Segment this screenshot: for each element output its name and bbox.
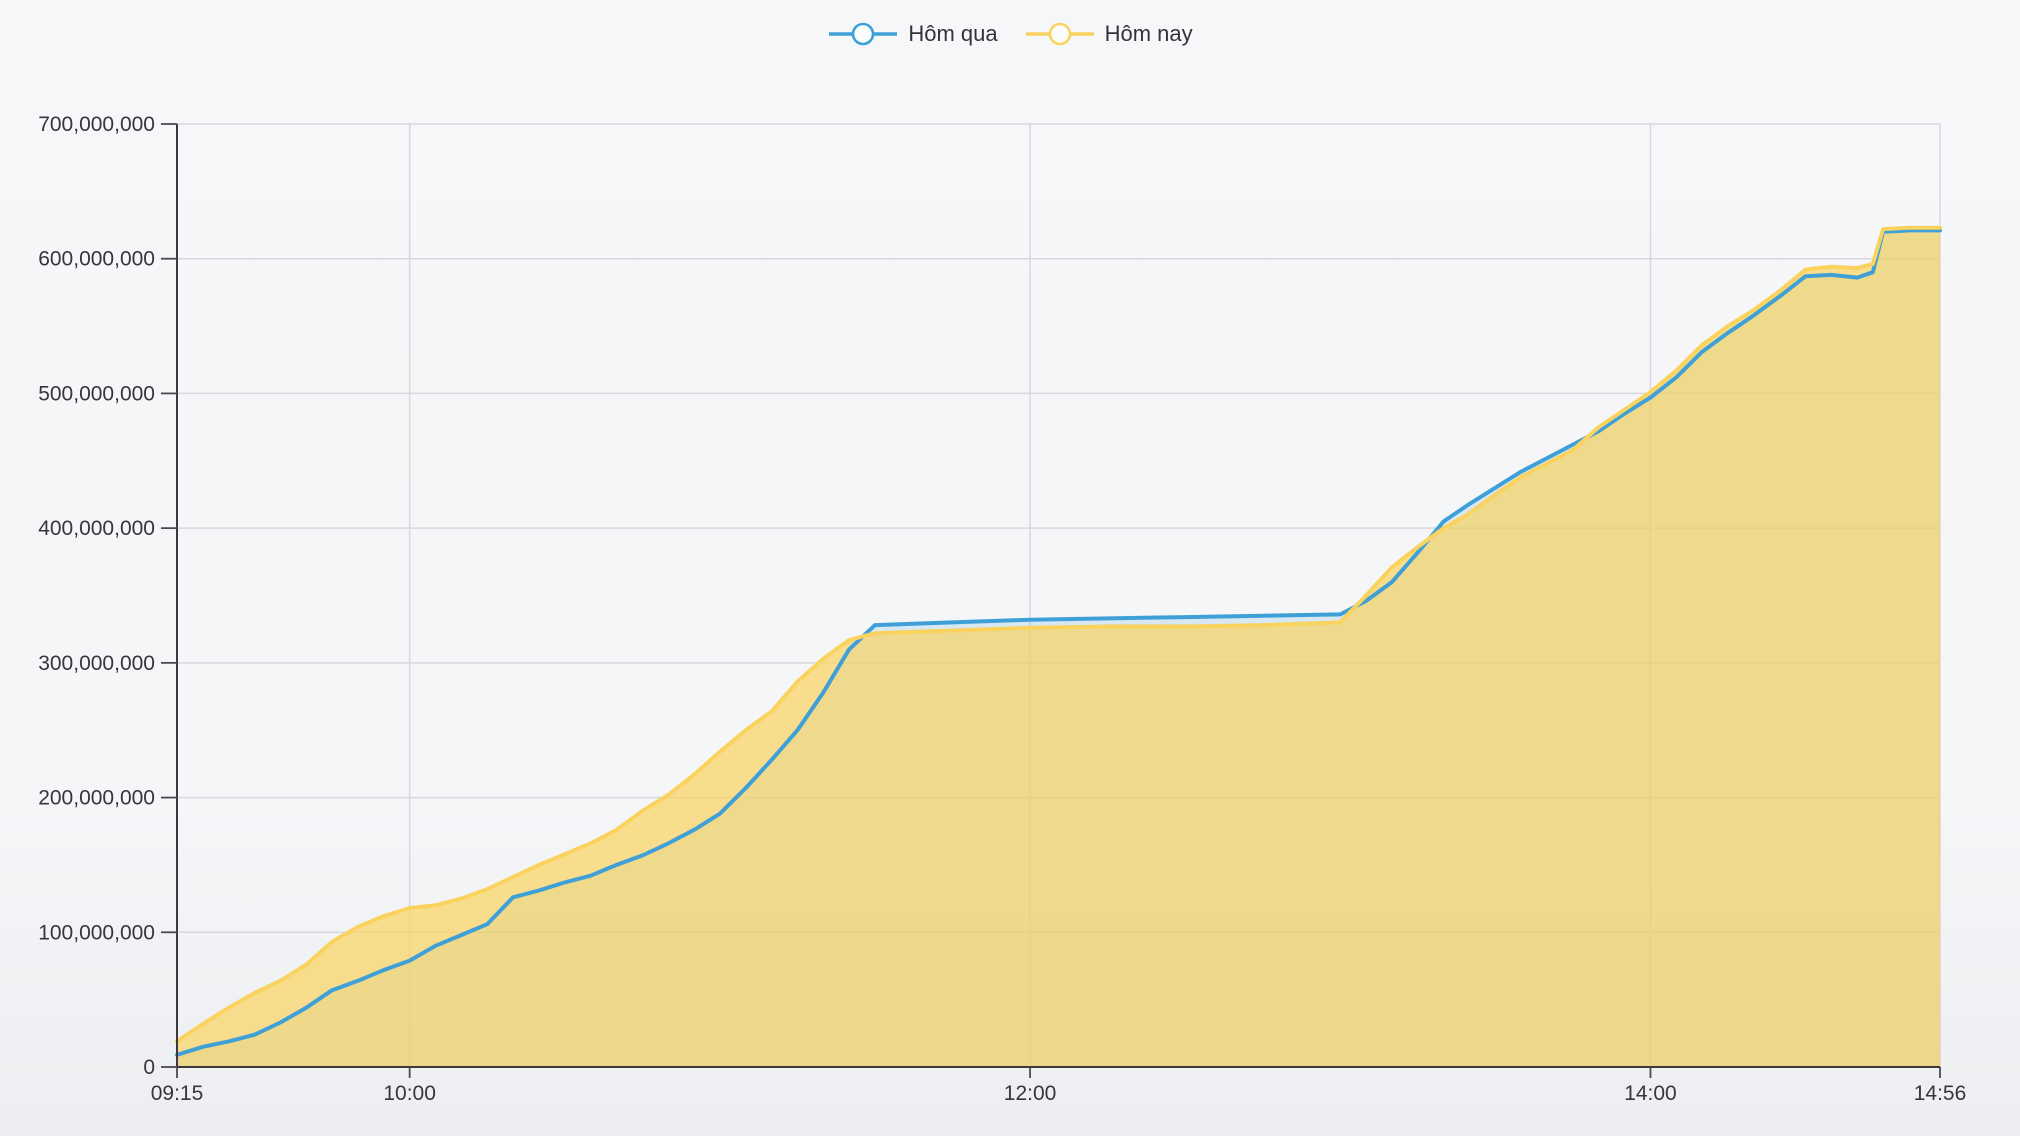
y-tick-label: 600,000,000	[38, 248, 155, 271]
x-tick-label: 09:15	[151, 1082, 204, 1105]
x-tick-label: 10:00	[383, 1082, 436, 1105]
legend-label: Hôm qua	[908, 21, 998, 46]
x-tick-label: 14:00	[1624, 1082, 1677, 1105]
y-tick-label: 700,000,000	[38, 113, 155, 136]
x-tick-label: 14:56	[1914, 1082, 1967, 1105]
legend-item-hom-nay[interactable]: Hôm nay	[1024, 20, 1193, 48]
y-tick-label: 0	[143, 1056, 155, 1079]
series-line-hom-qua	[175, 228, 1942, 1057]
y-tick-label: 300,000,000	[38, 652, 155, 675]
legend-marker-hom-nay-icon	[1025, 22, 1094, 46]
legend-marker-hom-qua-icon	[829, 22, 898, 46]
y-tick-label: 400,000,000	[38, 517, 155, 540]
y-tick-label: 100,000,000	[38, 921, 155, 944]
series-line-hom-nay	[175, 225, 1942, 1044]
legend: Hôm qua Hôm nay	[0, 20, 2020, 48]
series-area-hom-nay	[177, 227, 1940, 1067]
x-tick-label: 12:00	[1004, 1082, 1057, 1105]
legend-item-hom-qua[interactable]: Hôm qua	[827, 20, 998, 48]
legend-label: Hôm nay	[1104, 21, 1193, 46]
y-tick-label: 200,000,000	[38, 787, 155, 810]
y-tick-label: 500,000,000	[38, 382, 155, 405]
